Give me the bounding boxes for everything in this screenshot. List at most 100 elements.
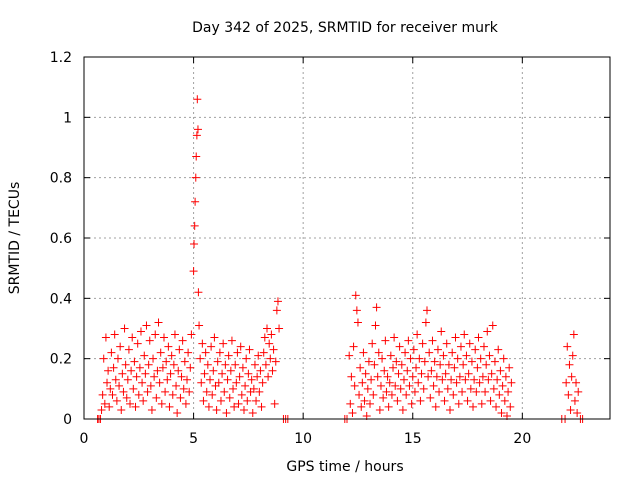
data-point <box>259 348 268 357</box>
data-point <box>218 369 227 378</box>
data-point <box>368 339 377 348</box>
data-point <box>244 369 253 378</box>
data-point <box>464 369 473 378</box>
data-point <box>180 357 189 366</box>
data-point <box>198 339 207 348</box>
data-point <box>444 360 453 369</box>
data-point <box>389 363 398 372</box>
data-point <box>186 363 195 372</box>
data-point <box>195 321 204 330</box>
data-point <box>210 333 219 342</box>
data-point <box>105 402 114 411</box>
data-point <box>455 372 464 381</box>
data-point <box>255 387 264 396</box>
data-point <box>265 339 274 348</box>
data-point <box>233 348 242 357</box>
x-tick-label: 20 <box>513 431 531 447</box>
data-point <box>392 357 401 366</box>
data-point <box>108 390 117 399</box>
data-point <box>417 369 426 378</box>
data-point <box>270 399 279 408</box>
data-point <box>449 390 458 399</box>
x-tick-label: 5 <box>189 431 198 447</box>
data-point <box>142 321 151 330</box>
data-point <box>572 378 581 387</box>
y-tick-labels: 0 0.2 0.4 0.6 0.8 1 1.2 <box>50 50 72 428</box>
data-point <box>380 366 389 375</box>
data-point <box>370 360 379 369</box>
data-point <box>364 357 373 366</box>
data-point <box>162 357 171 366</box>
y-tick-label: 0.2 <box>50 352 72 368</box>
data-point <box>458 387 467 396</box>
data-point <box>111 375 120 384</box>
data-point <box>397 360 406 369</box>
data-point <box>201 348 210 357</box>
data-point <box>437 327 446 336</box>
data-point <box>145 336 154 345</box>
data-point <box>204 402 213 411</box>
data-point <box>369 390 378 399</box>
data-point <box>384 402 393 411</box>
data-point <box>460 330 469 339</box>
data-point <box>436 360 445 369</box>
data-point <box>223 375 232 384</box>
data-point <box>498 381 507 390</box>
data-point <box>483 327 492 336</box>
data-point <box>100 399 109 408</box>
data-point <box>153 366 162 375</box>
data-point <box>185 387 194 396</box>
data-point <box>212 405 221 414</box>
data-point <box>415 354 424 363</box>
data-point <box>353 318 362 327</box>
data-point <box>410 387 419 396</box>
data-point <box>268 366 277 375</box>
data-point <box>117 405 126 414</box>
data-point <box>497 408 506 417</box>
data-point <box>247 375 256 384</box>
data-point <box>405 381 414 390</box>
y-tick-label: 0.8 <box>50 171 72 187</box>
data-point <box>421 318 430 327</box>
data-point <box>98 390 107 399</box>
data-point <box>409 345 418 354</box>
data-point <box>476 354 485 363</box>
data-point <box>412 363 421 372</box>
data-point <box>245 345 254 354</box>
data-point <box>215 348 224 357</box>
data-point <box>256 366 265 375</box>
data-point <box>158 363 167 372</box>
data-point <box>374 348 383 357</box>
data-point <box>165 402 174 411</box>
data-point <box>150 372 159 381</box>
data-point <box>166 369 175 378</box>
data-point <box>232 378 241 387</box>
data-point <box>141 369 150 378</box>
data-point <box>486 396 495 405</box>
data-point <box>474 333 483 342</box>
data-point <box>472 387 481 396</box>
data-point <box>131 402 140 411</box>
data-point <box>192 131 201 140</box>
data-point <box>447 375 456 384</box>
data-point <box>216 396 225 405</box>
data-point <box>179 384 188 393</box>
data-point <box>477 399 486 408</box>
data-point <box>254 351 263 360</box>
data-point <box>132 372 141 381</box>
data-point <box>236 342 245 351</box>
data-point <box>569 330 578 339</box>
data-point <box>196 354 205 363</box>
data-point <box>363 384 372 393</box>
data-point <box>426 393 435 402</box>
data-point <box>427 366 436 375</box>
data-point <box>428 336 437 345</box>
data-point <box>209 366 218 375</box>
data-point <box>226 366 235 375</box>
data-point <box>473 363 482 372</box>
data-point <box>168 390 177 399</box>
data-point <box>439 351 448 360</box>
data-point <box>382 387 391 396</box>
y-tick-label: 1.2 <box>50 50 72 66</box>
data-point <box>154 318 163 327</box>
